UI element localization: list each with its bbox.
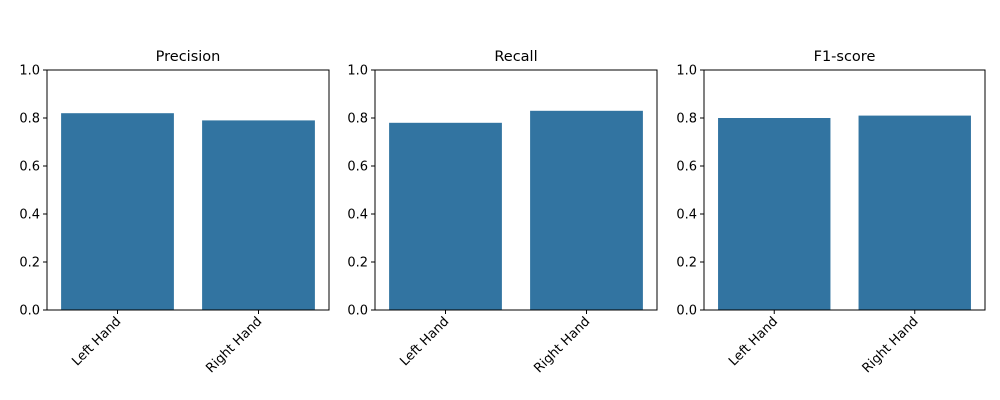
y-tick-label: 0.4 — [347, 208, 368, 223]
y-tick-label: 0.6 — [676, 160, 697, 175]
bar-left-hand — [718, 118, 831, 310]
y-tick-label: 0.0 — [676, 304, 697, 319]
bar-right-hand — [858, 115, 971, 310]
x-tick-label: Left Hand — [397, 314, 452, 369]
y-tick-label: 0.8 — [347, 112, 368, 127]
y-tick-label: 1.0 — [19, 64, 40, 79]
bar-right-hand — [530, 110, 643, 310]
y-tick-label: 0.4 — [676, 208, 697, 223]
x-tick-label: Right Hand — [860, 314, 922, 376]
chart-panel-3: F1-score 0.0 0.2 0.4 0.6 0.8 1.0 Left Hand Right… — [676, 49, 986, 376]
axes-frame — [703, 69, 986, 311]
x-tick-label: Left Hand — [726, 314, 781, 369]
y-tick-label: 0.0 — [19, 304, 40, 319]
y-tick-label: 0.8 — [676, 112, 697, 127]
y-tick-label: 0.4 — [19, 208, 40, 223]
bar-left-hand — [389, 122, 502, 310]
x-tick-label: Right Hand — [203, 314, 265, 376]
bar-left-hand — [61, 113, 174, 310]
bar-right-hand — [202, 120, 315, 311]
chart-title: Recall — [494, 49, 537, 65]
x-tick-label: Left Hand — [69, 314, 124, 369]
y-tick-label: 0.6 — [347, 160, 368, 175]
chart-panel-1: Precision 0.0 0.2 0.4 0.6 0.8 1.0 Left Hand Righ… — [19, 49, 330, 376]
axes-frame — [46, 69, 330, 311]
y-tick-label: 1.0 — [347, 64, 368, 79]
y-tick-label: 0.2 — [19, 256, 40, 271]
y-tick-label: 0.8 — [19, 112, 40, 127]
chart-panel-2: Recall 0.0 0.2 0.4 0.6 0.8 1.0 Left Hand Right H… — [347, 49, 658, 376]
y-tick-label: 0.6 — [19, 160, 40, 175]
x-tick-label: Right Hand — [531, 314, 593, 376]
y-tick-label: 0.0 — [347, 304, 368, 319]
y-tick-label: 0.2 — [676, 256, 697, 271]
chart-title: F1-score — [814, 49, 876, 65]
axes-frame — [374, 69, 658, 311]
y-tick-label: 0.2 — [347, 256, 368, 271]
y-tick-label: 1.0 — [676, 64, 697, 79]
chart-title: Precision — [156, 49, 221, 65]
